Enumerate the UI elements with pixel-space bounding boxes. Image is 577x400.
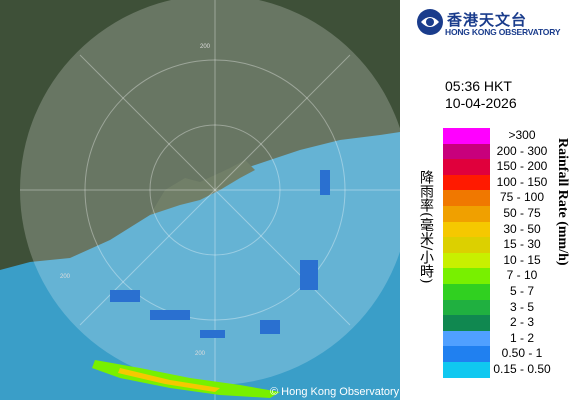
- legend-swatch: [443, 190, 490, 206]
- legend-swatch: [443, 346, 490, 362]
- legend-label: 0.50 - 1: [501, 346, 543, 361]
- legend-title-cn: 降雨率(毫米/小時): [418, 170, 434, 284]
- legend-swatch: [443, 315, 490, 331]
- legend-label: 2 - 3: [509, 315, 534, 330]
- legend-label: 100 - 150: [496, 174, 548, 189]
- date: 10-04-2026: [445, 95, 517, 111]
- time: 05:36 HKT: [445, 78, 512, 94]
- ring-label: 200: [200, 44, 211, 50]
- legend-panel: 香港天文台 HONG KONG OBSERVATORY 05:36 HKT 10…: [400, 0, 577, 400]
- legend-label: 5 - 7: [509, 284, 534, 298]
- legend-swatch: [443, 206, 490, 222]
- legend-label: 1 - 2: [509, 330, 534, 345]
- legend-title-en: Rainfall Rate (mm/h): [555, 138, 570, 266]
- legend-swatch: [443, 330, 490, 347]
- legend-swatch: [443, 174, 490, 191]
- legend-label: >300: [508, 128, 536, 142]
- legend-swatch: [443, 128, 490, 144]
- legend-label: 3 - 5: [509, 299, 534, 314]
- coastline: [150, 160, 255, 215]
- legend-swatch: [443, 143, 490, 160]
- light-rain: [110, 170, 330, 338]
- ring-label: 200: [195, 351, 206, 357]
- radar-coverage: [20, 0, 400, 385]
- logo-title-en: HONG KONG OBSERVATORY: [445, 27, 561, 37]
- legend-swatch: [443, 159, 490, 175]
- logo-icon: [417, 9, 443, 35]
- legend-swatch: [443, 252, 490, 269]
- legend-label: 150 - 200: [496, 159, 548, 174]
- legend-label: 50 - 75: [503, 206, 541, 220]
- rain-core: [118, 368, 220, 392]
- logo-title-cn: 香港天文台: [447, 11, 528, 29]
- legend-swatch: [443, 221, 490, 238]
- ring-label: 200: [60, 274, 71, 280]
- legend-label: 7 - 10: [506, 268, 538, 283]
- legend-label: 10 - 15: [503, 252, 541, 267]
- rain-band: [92, 360, 280, 398]
- legend-swatch: [443, 284, 490, 300]
- sea: [0, 132, 400, 400]
- legend-swatch: [443, 299, 490, 316]
- legend-label: 30 - 50: [503, 221, 541, 236]
- legend-label: 15 - 30: [503, 237, 541, 252]
- legend-label: 0.15 - 0.50: [493, 362, 551, 376]
- legend-label: 75 - 100: [499, 190, 545, 205]
- legend-swatch: [443, 362, 490, 378]
- copyright: © Hong Kong Observatory: [270, 386, 400, 398]
- legend-swatch: [443, 237, 490, 253]
- legend-swatch: [443, 268, 490, 284]
- radar-map: 200 200 200 © Hong Kong Observatory: [0, 0, 400, 400]
- legend-label: 200 - 300: [496, 143, 548, 158]
